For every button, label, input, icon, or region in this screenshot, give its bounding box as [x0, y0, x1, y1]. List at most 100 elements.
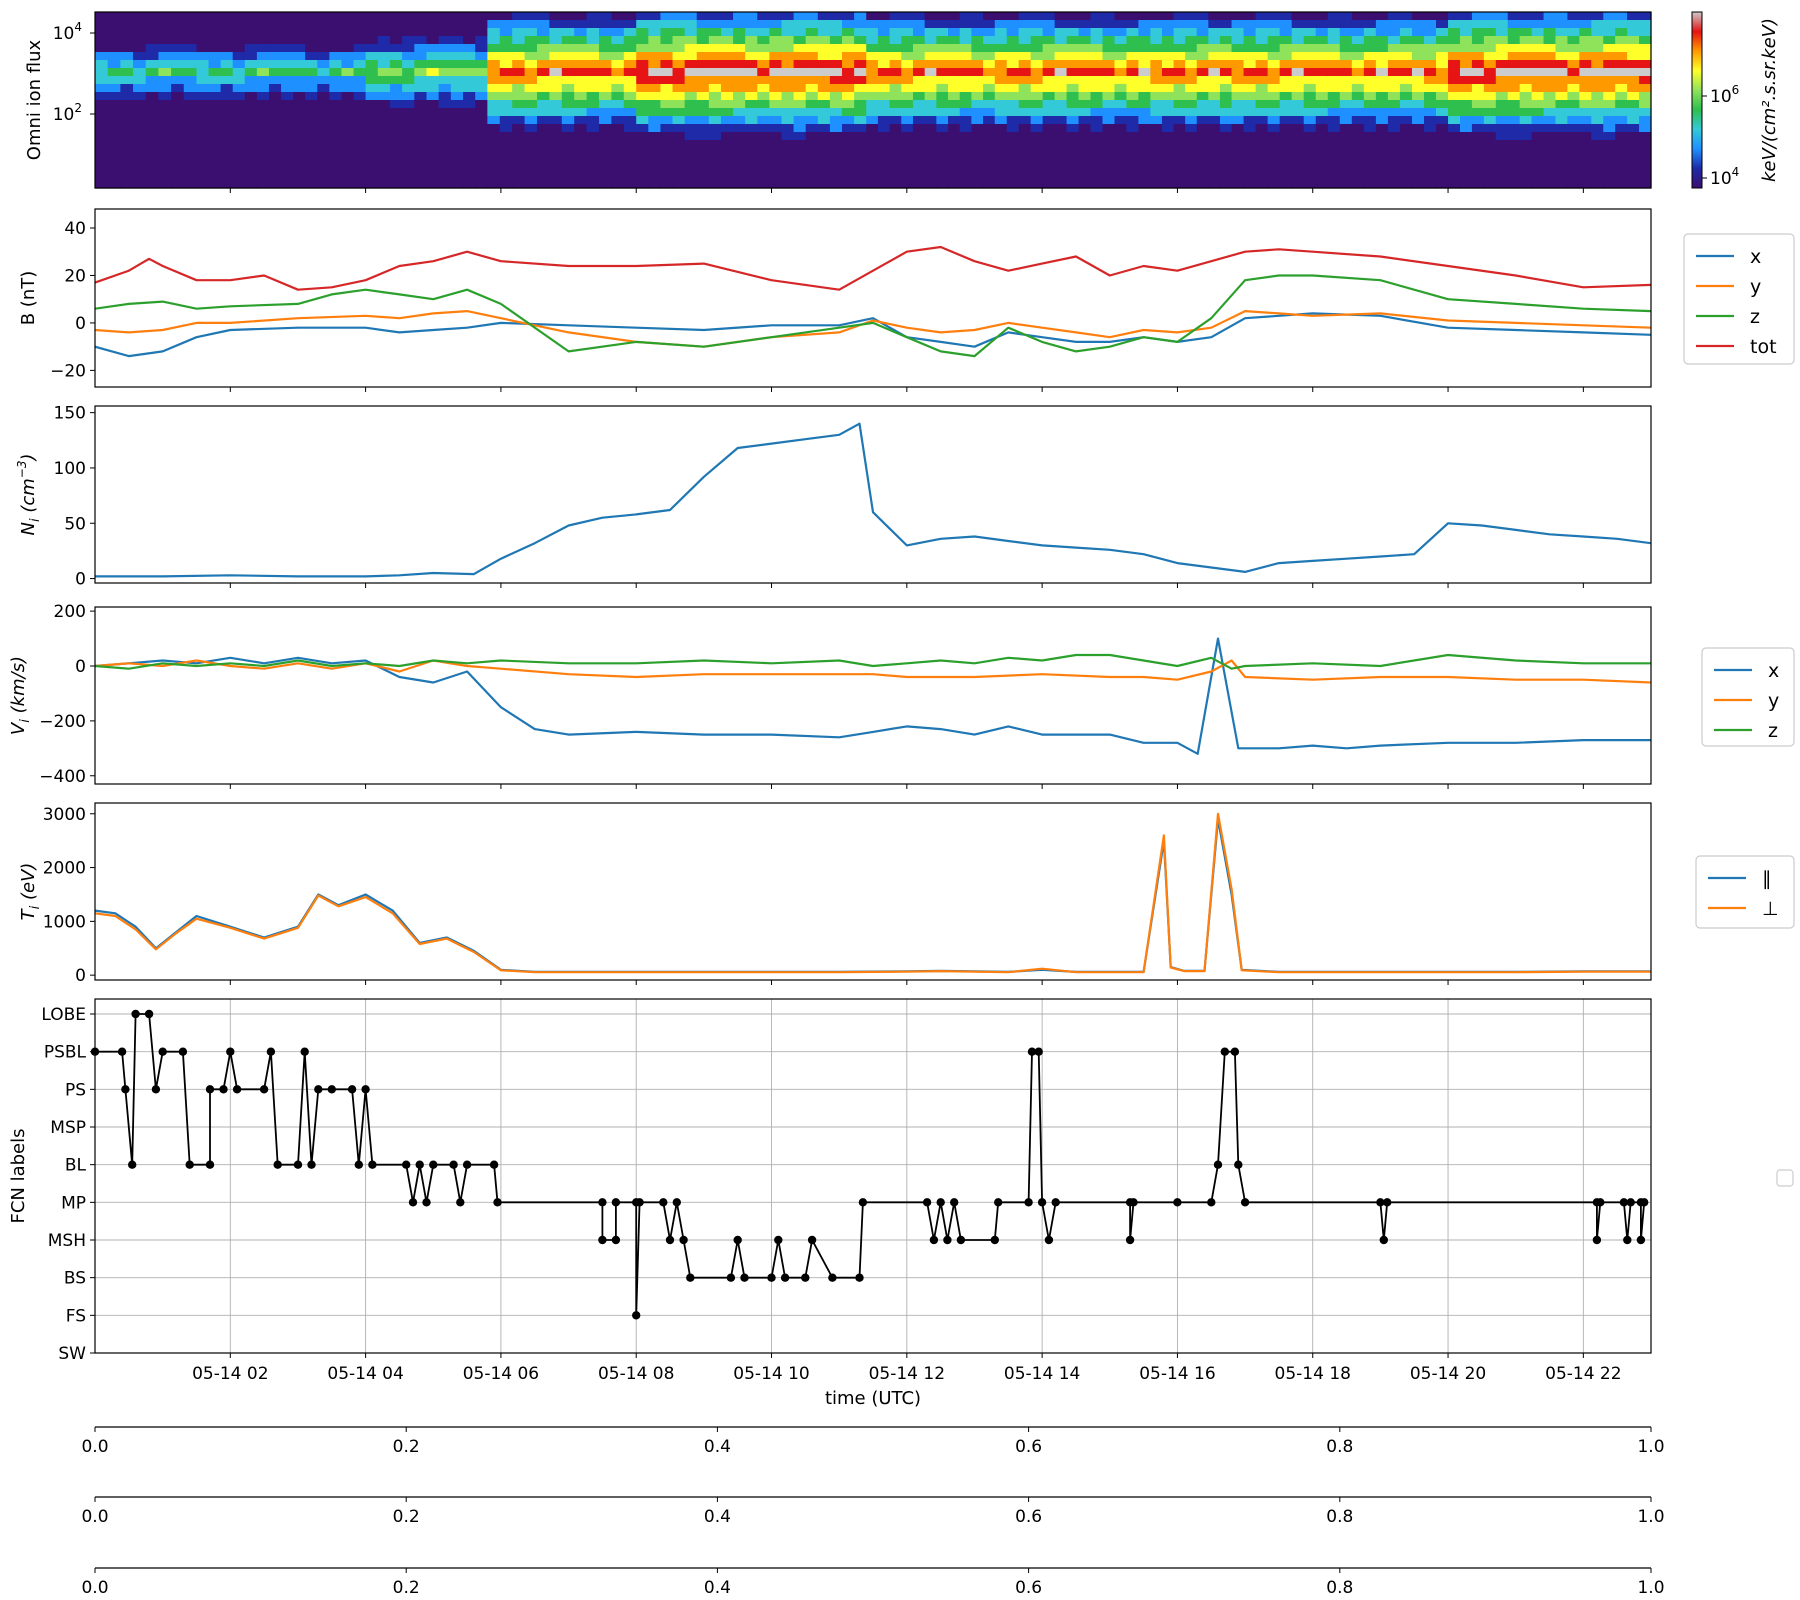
spectrogram-cell — [574, 92, 588, 101]
spectrogram-cell — [1483, 36, 1497, 45]
spectrogram-cell — [684, 12, 698, 21]
spectrogram-cell — [696, 28, 710, 37]
spectrogram-cell — [817, 20, 831, 29]
spectrogram-cell — [171, 44, 185, 53]
spectrogram-cell — [1291, 76, 1305, 85]
spectrogram-cell — [994, 148, 1008, 157]
spectrogram-cell — [475, 116, 488, 125]
spectrogram-cell — [817, 180, 831, 189]
spectrogram-cell — [499, 148, 513, 157]
spectrogram-cell — [487, 92, 501, 101]
spectrogram-cell — [1351, 140, 1365, 149]
spectrogram-cell — [561, 36, 575, 45]
spectrogram-cell — [936, 108, 949, 117]
spectrogram-cell — [196, 156, 210, 165]
spectrogram-cell — [793, 100, 807, 109]
spectrogram-cell — [305, 12, 318, 21]
spectrogram-cell — [1173, 52, 1186, 61]
y-axis-label: Vi (km/s) — [8, 656, 33, 735]
spectrogram-cell — [1078, 140, 1092, 149]
spectrogram-cell — [561, 60, 575, 69]
spectrogram-cell — [475, 12, 488, 21]
spectrogram-cell — [1196, 60, 1209, 69]
spectrogram-cell — [475, 108, 488, 117]
spectrogram-cell — [720, 180, 734, 189]
spectrogram-cell — [317, 108, 330, 117]
spectrogram-cell — [912, 36, 926, 45]
spectrogram-cell — [317, 36, 330, 45]
spectrogram-cell — [1375, 108, 1389, 117]
spectrogram-cell — [1627, 116, 1640, 125]
spectrogram-cell — [1126, 52, 1140, 61]
spectrogram-cell — [1102, 28, 1116, 37]
spectrogram-cell — [1006, 156, 1020, 165]
spectrogram-cell — [877, 108, 891, 117]
spectrogram-cell — [672, 36, 686, 45]
spectrogram-cell — [901, 180, 914, 189]
spectrogram-cell — [329, 132, 343, 141]
spectrogram-cell — [1459, 84, 1473, 93]
spectrogram-cell — [623, 180, 637, 189]
spectrogram-cell — [1423, 52, 1437, 61]
spectrogram-cell — [1495, 12, 1509, 21]
spectrogram-cell — [1231, 12, 1245, 21]
spectrogram-cell — [636, 20, 649, 29]
spectrogram-cell — [171, 12, 185, 21]
spectrogram-cell — [1018, 108, 1032, 117]
spectrogram-cell — [1018, 28, 1032, 37]
spectrogram-cell — [805, 44, 819, 53]
spectrogram-cell — [1399, 124, 1413, 133]
spectrogram-cell — [781, 100, 795, 109]
spectrogram-cell — [1066, 76, 1080, 85]
spectrogram-cell — [769, 132, 783, 141]
x-tick-label: 0.0 — [81, 1437, 108, 1457]
spectrogram-cell — [281, 76, 294, 85]
spectrogram-cell — [1448, 164, 1461, 173]
spectrogram-cell — [971, 36, 984, 45]
spectrogram-cell — [120, 164, 134, 173]
spectrogram-cell — [1279, 44, 1293, 53]
spectrogram-cell — [158, 12, 172, 21]
spectrogram-cell — [924, 44, 937, 53]
spectrogram-cell — [1591, 172, 1604, 181]
fcn-point — [307, 1160, 316, 1169]
spectrogram-cell — [793, 180, 807, 189]
spectrogram-cell — [171, 20, 185, 29]
spectrogram-cell — [107, 76, 121, 85]
spectrogram-cell — [793, 148, 807, 157]
spectrogram-cell — [1436, 164, 1449, 173]
fcn-point — [232, 1085, 242, 1094]
spectrogram-cell — [854, 116, 867, 125]
spectrogram-cell — [1219, 28, 1233, 37]
spectrogram-cell — [854, 76, 867, 85]
spectrogram-cell — [196, 52, 210, 61]
spectrogram-cell — [983, 132, 996, 141]
fcn-point — [994, 1198, 1003, 1207]
spectrogram-cell — [1185, 156, 1198, 165]
spectrogram-cell — [781, 156, 795, 165]
spectrogram-cell — [1375, 148, 1389, 157]
spectrogram-cell — [793, 52, 807, 61]
spectrogram-cell — [1495, 68, 1509, 77]
spectrogram-cell — [1138, 12, 1151, 21]
spectrogram-cell — [971, 156, 984, 165]
spectrogram-cell — [1173, 124, 1186, 133]
spectrogram-cell — [1090, 52, 1104, 61]
spectrogram-cell — [720, 12, 734, 21]
spectrogram-cell — [1185, 44, 1198, 53]
spectrogram-cell — [901, 172, 914, 181]
spectrogram-cell — [1185, 124, 1198, 133]
spectrogram-cell — [499, 68, 513, 77]
spectrogram-cell — [983, 76, 996, 85]
spectrogram-cell — [1114, 116, 1128, 125]
spectrogram-cell — [959, 108, 973, 117]
spectrogram-cell — [1351, 12, 1365, 21]
spectrogram-cell — [512, 20, 526, 29]
spectrogram-cell — [1102, 140, 1116, 149]
spectrogram-cell — [829, 12, 843, 21]
spectrogram-cell — [341, 124, 355, 133]
spectrogram-cell — [1555, 92, 1569, 101]
spectrogram-cell — [1579, 68, 1592, 77]
spectrogram-cell — [365, 164, 379, 173]
spectrogram-cell — [672, 52, 686, 61]
